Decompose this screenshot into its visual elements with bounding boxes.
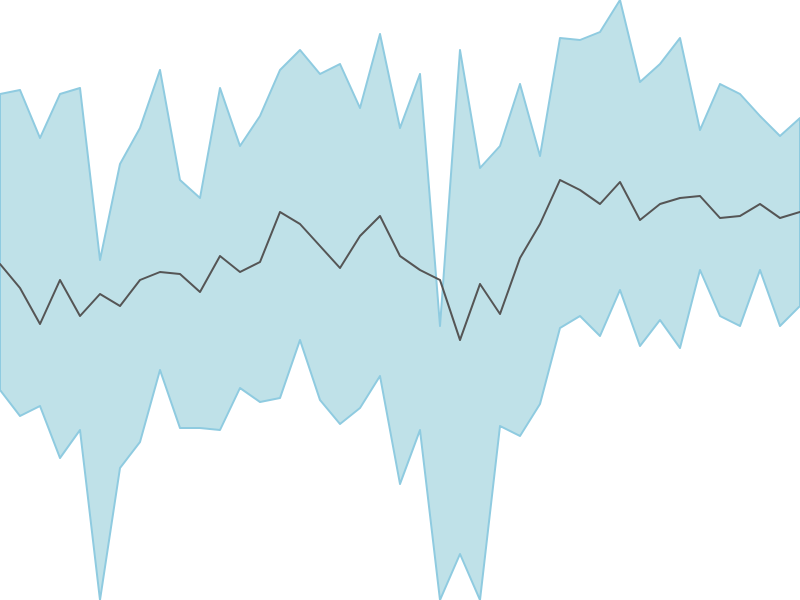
range-line-chart (0, 0, 800, 600)
chart-svg (0, 0, 800, 600)
confidence-band (0, 0, 800, 600)
